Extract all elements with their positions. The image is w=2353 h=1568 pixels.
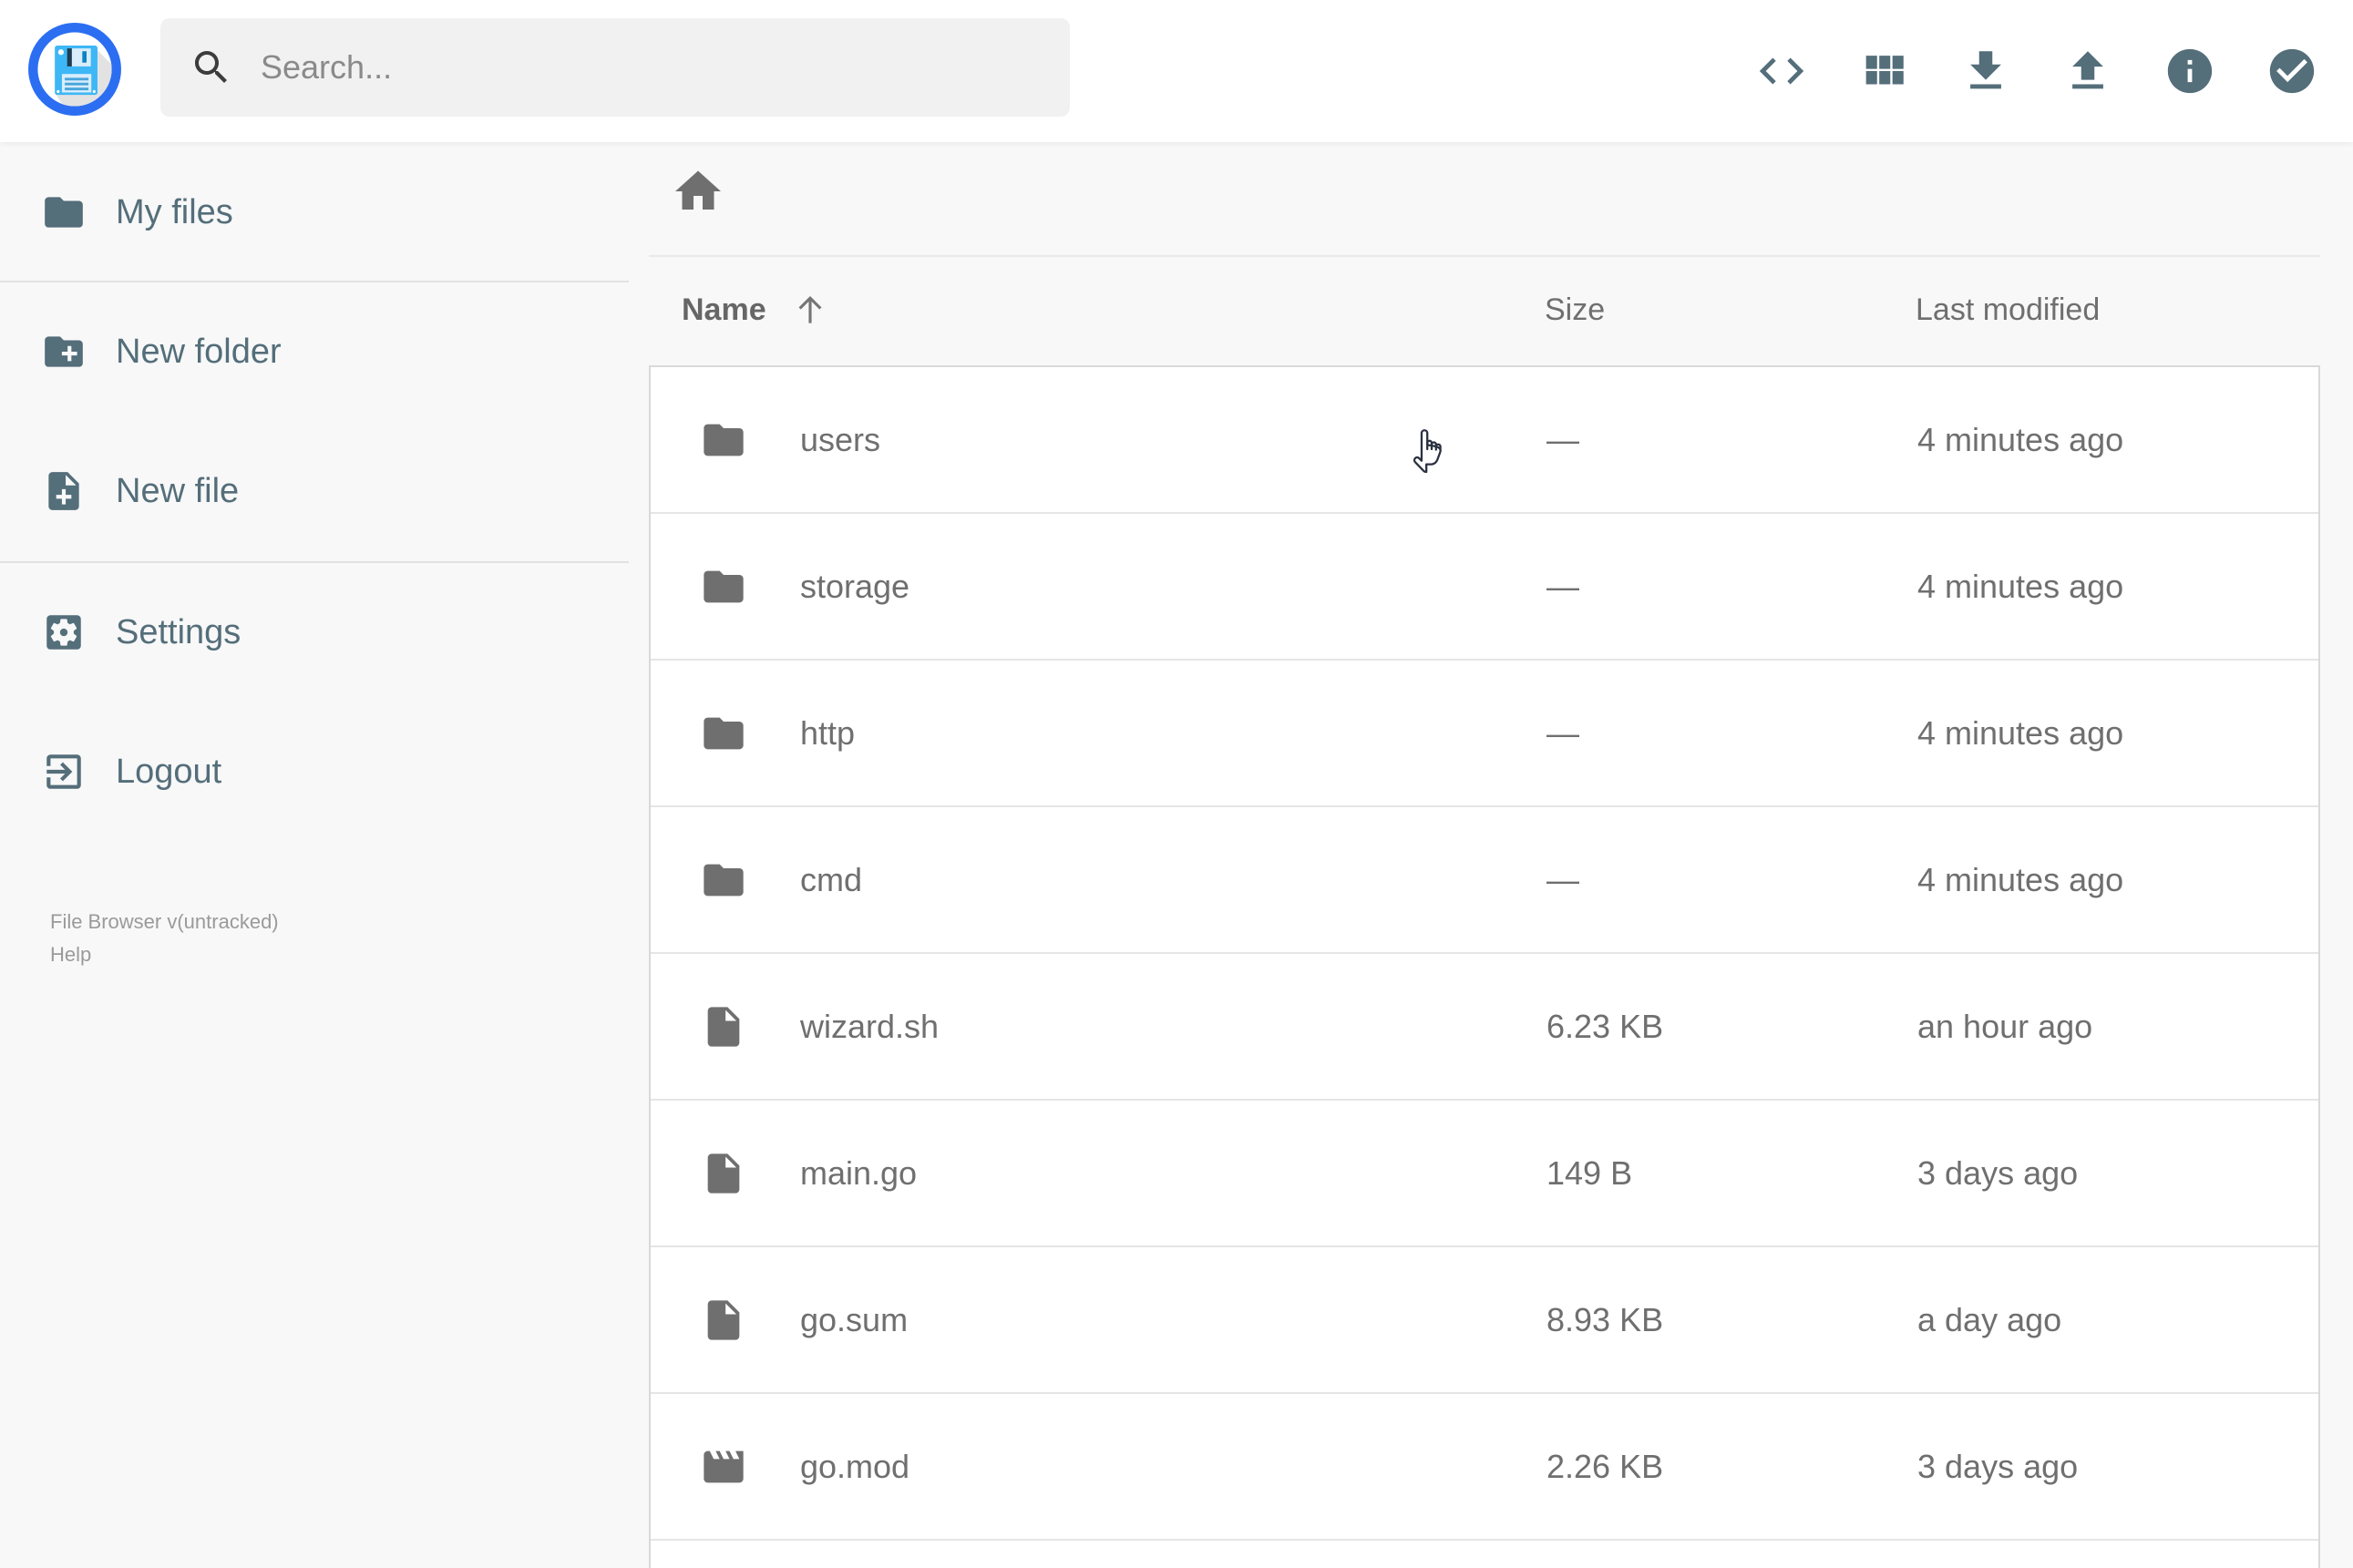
file-modified: 3 days ago: [1917, 1154, 2318, 1193]
grid-view-button[interactable]: [1857, 45, 1910, 97]
movie-icon: [700, 1443, 747, 1491]
file-size: —: [1546, 568, 1917, 606]
file-modified: a day ago: [1917, 1301, 2318, 1339]
file-name: users: [800, 421, 880, 459]
file-modified: 4 minutes ago: [1917, 714, 2318, 753]
arrow-up-icon: [790, 290, 830, 330]
file-size: —: [1546, 714, 1917, 753]
file-modified: an hour ago: [1917, 1008, 2318, 1046]
file-name: main.go: [800, 1154, 917, 1193]
column-header-name[interactable]: Name: [682, 290, 1545, 330]
file-name: http: [800, 714, 855, 753]
file-row-cmd[interactable]: cmd — 4 minutes ago: [651, 807, 2318, 954]
file-row-wizard-sh[interactable]: wizard.sh 6.23 KB an hour ago: [651, 954, 2318, 1101]
upload-button[interactable]: [2061, 45, 2114, 97]
file-size: —: [1546, 421, 1917, 459]
file-name: go.mod: [800, 1448, 909, 1486]
search-input[interactable]: [261, 48, 1044, 87]
column-header-modified[interactable]: Last modified: [1916, 292, 2320, 328]
grid-view-icon: [1857, 45, 1910, 97]
file-icon: [700, 1296, 747, 1344]
upload-icon: [2061, 45, 2114, 97]
info-button[interactable]: [2163, 45, 2216, 97]
file-icon: [700, 1150, 747, 1197]
info-icon: [2163, 45, 2216, 97]
file-size: 149 B: [1546, 1154, 1917, 1193]
file-row-users[interactable]: users — 4 minutes ago: [651, 367, 2318, 514]
search-bar[interactable]: [160, 18, 1070, 117]
file-row-http[interactable]: http — 4 minutes ago: [651, 661, 2318, 807]
breadcrumb-divider: [649, 255, 2320, 257]
folder-icon: [700, 710, 747, 757]
listing-header: Name Size Last modified: [649, 272, 2320, 348]
folder-icon: [700, 563, 747, 610]
file-row-go-mod[interactable]: go.mod 2.26 KB 3 days ago: [651, 1394, 2318, 1541]
toolbar-actions: [1755, 0, 2318, 142]
file-name: go.sum: [800, 1301, 908, 1339]
search-icon: [190, 46, 233, 89]
app-logo[interactable]: [27, 22, 122, 117]
code-icon: [1755, 45, 1808, 97]
file-name: wizard.sh: [800, 1008, 939, 1046]
file-size: 2.26 KB: [1546, 1448, 1917, 1486]
file-size: 6.23 KB: [1546, 1008, 1917, 1046]
file-modified: 4 minutes ago: [1917, 421, 2318, 459]
folder-icon: [700, 416, 747, 464]
folder-icon: [700, 856, 747, 904]
download-icon: [1959, 45, 2012, 97]
breadcrumb-home-button[interactable]: [671, 164, 725, 219]
file-row-storage[interactable]: storage — 4 minutes ago: [651, 514, 2318, 661]
download-button[interactable]: [1959, 45, 2012, 97]
select-button[interactable]: [2266, 45, 2318, 97]
check-circle-icon: [2266, 45, 2318, 97]
floppy-disk-logo: [27, 22, 122, 117]
top-bar: [0, 0, 2353, 142]
code-view-button[interactable]: [1755, 45, 1808, 97]
column-header-size[interactable]: Size: [1545, 292, 1916, 328]
file-modified: 4 minutes ago: [1917, 861, 2318, 899]
file-list: users — 4 minutes ago storage — 4 minute…: [649, 365, 2320, 1568]
file-name: storage: [800, 568, 909, 606]
file-modified: 4 minutes ago: [1917, 568, 2318, 606]
file-listing-area: Name Size Last modified users — 4 minute…: [0, 142, 2353, 1512]
file-modified: 3 days ago: [1917, 1448, 2318, 1486]
file-size: —: [1546, 861, 1917, 899]
file-icon: [700, 1003, 747, 1050]
home-icon: [671, 164, 725, 219]
file-row-main-go[interactable]: main.go 149 B 3 days ago: [651, 1101, 2318, 1247]
file-size: 8.93 KB: [1546, 1301, 1917, 1339]
file-row-go-sum[interactable]: go.sum 8.93 KB a day ago: [651, 1247, 2318, 1394]
file-name: cmd: [800, 861, 862, 899]
